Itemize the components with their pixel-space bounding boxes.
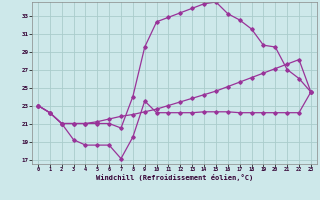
X-axis label: Windchill (Refroidissement éolien,°C): Windchill (Refroidissement éolien,°C) (96, 174, 253, 181)
